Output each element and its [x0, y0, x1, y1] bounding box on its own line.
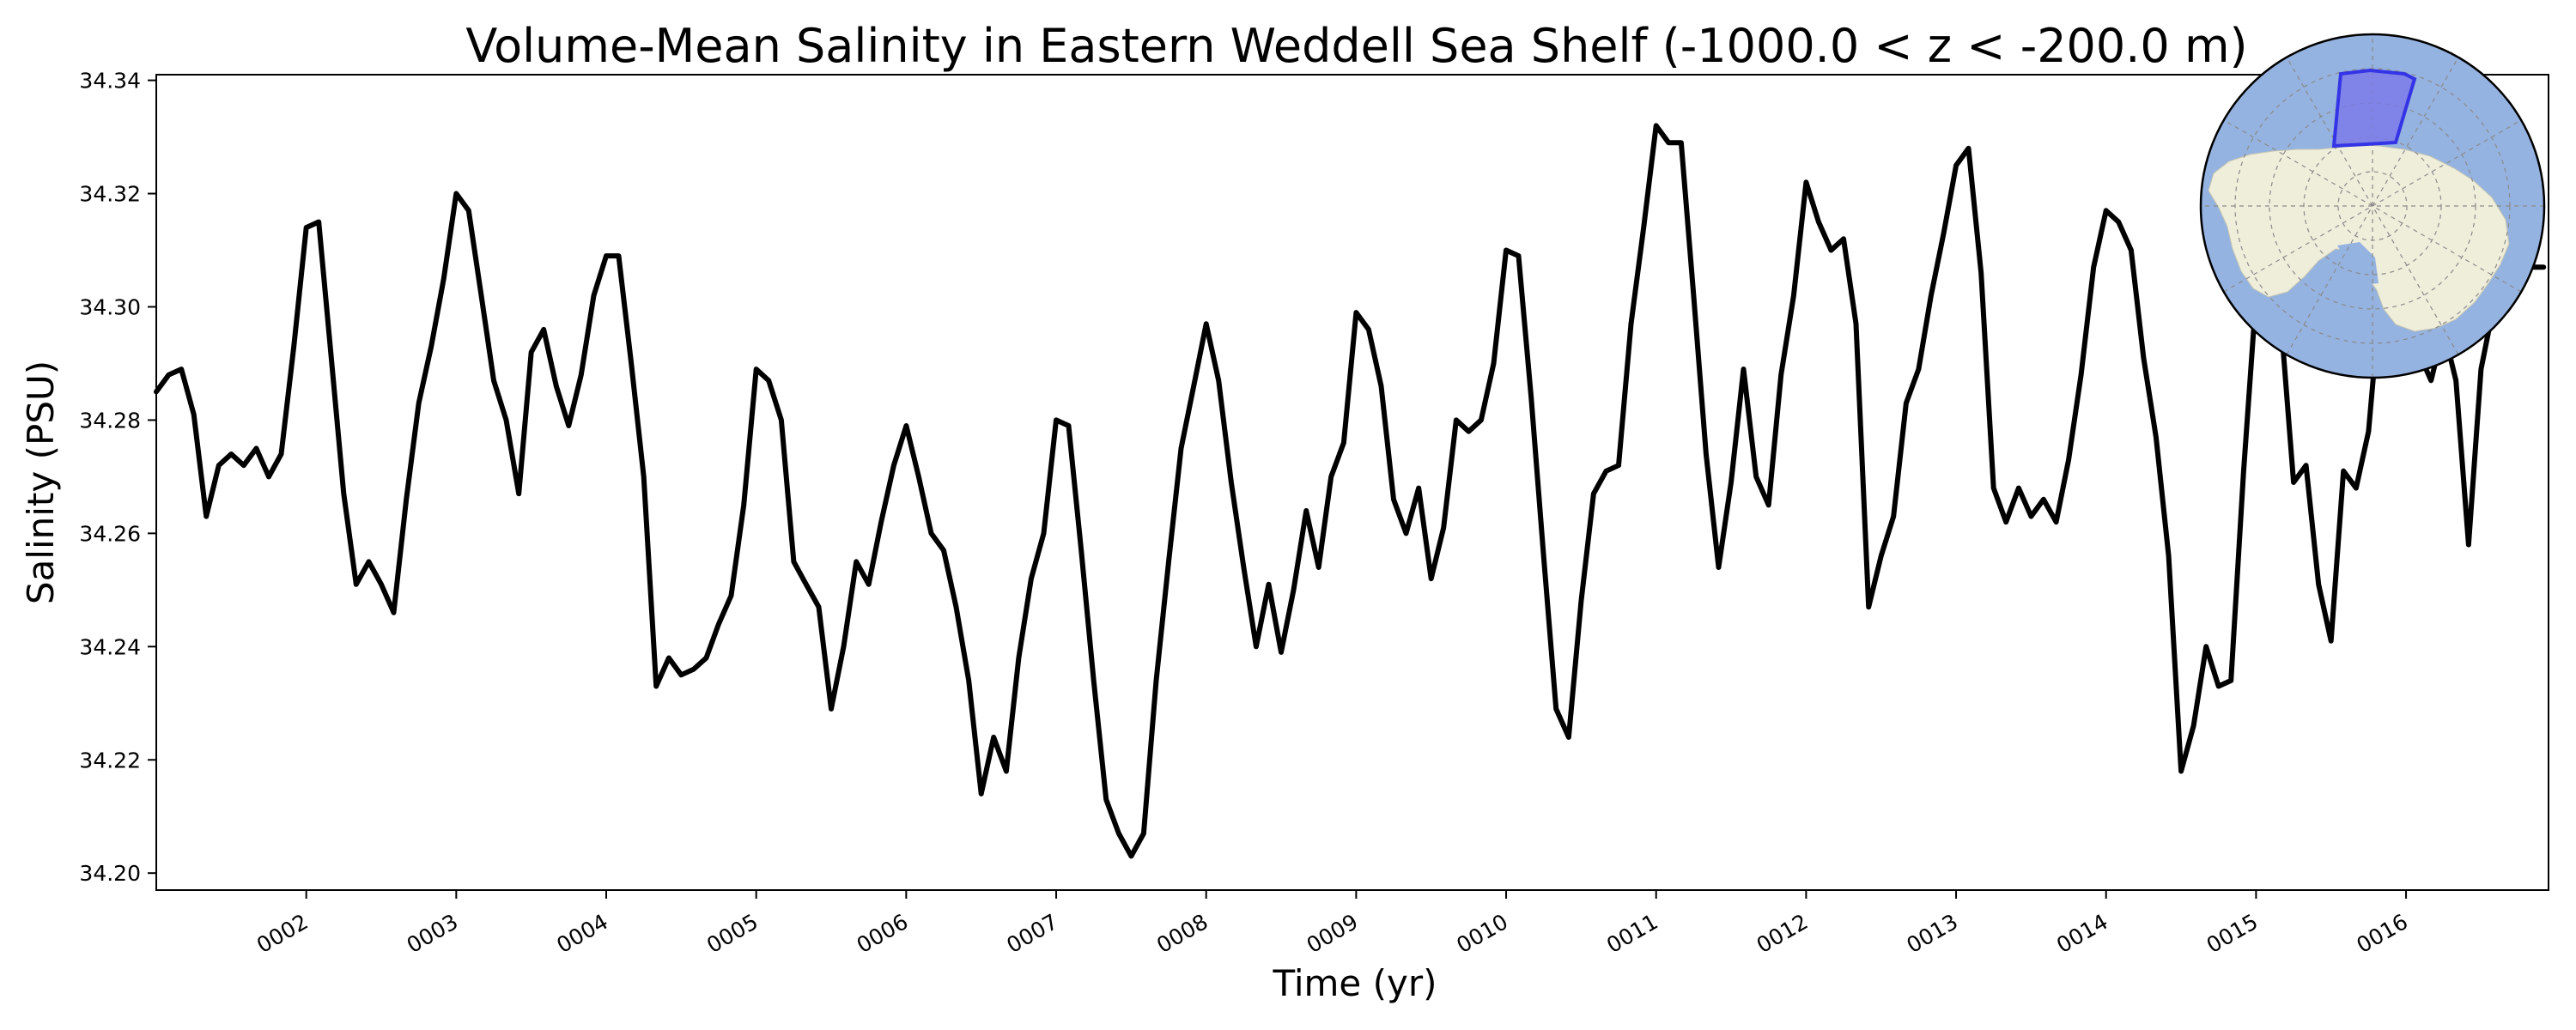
x-tick-label: 0015: [2202, 909, 2263, 958]
x-tick-label: 0006: [853, 909, 913, 958]
y-axis-label: Salinity (PSU): [20, 360, 62, 604]
chart-title: Volume-Mean Salinity in Eastern Weddell …: [465, 19, 2247, 73]
salinity-series-line: [154, 123, 2547, 859]
x-tick-label: 0004: [552, 909, 612, 958]
y-tick-label: 34.22: [79, 748, 141, 772]
graticule-meridian: [2223, 119, 2522, 293]
x-tick-label: 0012: [1753, 909, 1813, 958]
y-tick-label: 34.30: [79, 294, 141, 319]
x-tick-label: 0002: [252, 909, 313, 958]
x-tick-label: 0014: [2052, 909, 2112, 958]
plot-frame: [155, 74, 2549, 891]
inset-graticule: [2201, 34, 2544, 378]
x-tick-label: 0011: [1602, 909, 1662, 958]
x-axis: 0002 0003 0004 0005 0006 0007 0008 0009 0010 0011…: [252, 890, 2412, 958]
antarctica-inset-map: [2199, 33, 2546, 379]
inset-border: [2199, 33, 2546, 379]
plot-area: [154, 123, 2547, 859]
x-axis-label: Time (yr): [1272, 962, 1437, 1004]
x-tick-label: 0009: [1303, 909, 1363, 958]
x-tick-label: 0003: [403, 909, 463, 958]
y-tick-label: 34.24: [79, 634, 141, 659]
x-tick-label: 0010: [1452, 909, 1512, 958]
x-tick-label: 0008: [1152, 909, 1212, 958]
y-tick-label: 34.20: [79, 861, 141, 886]
y-tick-label: 34.32: [79, 182, 141, 207]
eastern-weddell-region: [2331, 68, 2417, 148]
y-tick-label: 34.26: [79, 521, 141, 546]
x-tick-label: 0007: [1002, 909, 1062, 958]
y-tick-label: 34.28: [79, 408, 141, 433]
x-tick-label: 0005: [702, 909, 762, 958]
y-tick-label: 34.34: [79, 69, 141, 94]
x-tick-label: 0013: [1902, 909, 1962, 958]
x-tick-label: 0016: [2352, 909, 2412, 958]
y-axis: 34.20 34.22 34.24 34.26 34.28 34.30 34.32 34.34: [79, 69, 156, 886]
